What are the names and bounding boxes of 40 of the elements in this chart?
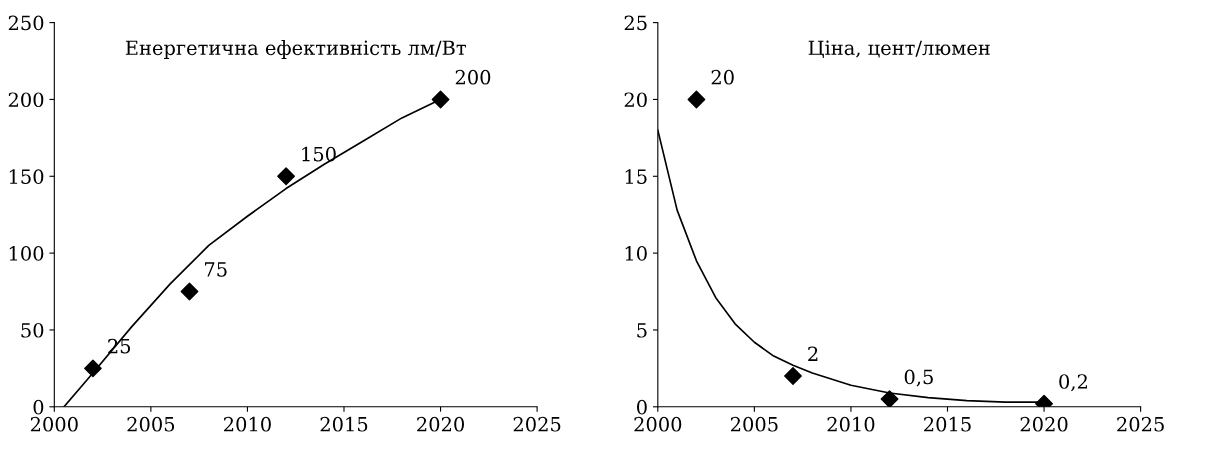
y-tick-label: 50 — [21, 322, 44, 338]
y-tick-label: 25 — [624, 15, 647, 31]
point — [687, 90, 706, 109]
x-tick-label: 2005 — [730, 416, 778, 432]
point — [880, 390, 899, 407]
x-tick-label: 2020 — [417, 416, 465, 432]
y-tick-label: 200 — [8, 92, 44, 108]
y-tick-label: 20 — [624, 92, 647, 108]
y-tick-label: 100 — [9, 246, 44, 261]
y-tick-label: 150 — [9, 169, 44, 184]
data-label: 0,2 — [1059, 374, 1087, 392]
y-tick-label: 5 — [637, 323, 647, 338]
point — [84, 359, 102, 378]
text: Енергетична ефективність лм/Вт — [125, 40, 466, 59]
data-label: 150 — [302, 146, 336, 162]
point — [784, 367, 802, 385]
data-label: 0,5 — [904, 369, 933, 387]
y-tick-label: 0 — [637, 399, 647, 415]
x-tick-label: 2010 — [827, 416, 875, 432]
x-tick-label: 2005 — [127, 416, 175, 432]
x-tick-label: 2015 — [320, 416, 368, 432]
point — [180, 282, 199, 301]
x-tick-label: 2025 — [1117, 416, 1164, 432]
data-label: 2 — [808, 346, 818, 361]
data-label: 200 — [455, 69, 491, 85]
x-tick-label: 2020 — [1020, 416, 1068, 432]
data-label: 20 — [711, 69, 734, 85]
y-tick-label: 15 — [625, 169, 647, 184]
y-tick-label: 0 — [33, 399, 44, 415]
data-label: 75 — [205, 262, 227, 277]
x-tick-label: 2000 — [634, 416, 682, 432]
y-tick-label: 250 — [8, 15, 44, 31]
x-tick-label: 2015 — [924, 416, 971, 432]
x-tick-label: 2025 — [513, 416, 561, 432]
x-tick-label: 2000 — [30, 416, 78, 432]
y-tick-label: 10 — [625, 246, 647, 261]
x-tick-label: 2010 — [224, 416, 271, 432]
point — [431, 90, 450, 109]
text: Ціна, цент/люмен — [808, 40, 990, 58]
point — [277, 167, 295, 186]
